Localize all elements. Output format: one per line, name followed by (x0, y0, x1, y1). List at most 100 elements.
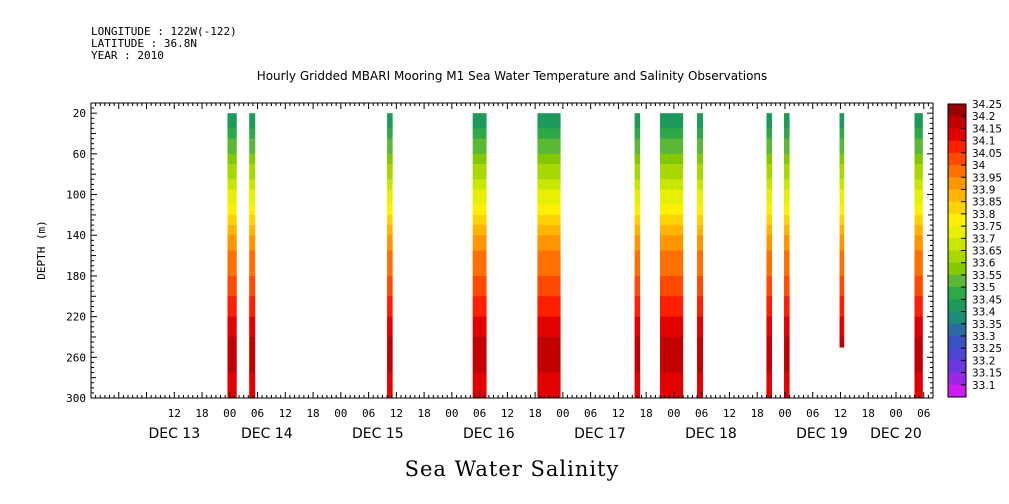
salinity-cell (537, 225, 561, 231)
salinity-cell (839, 270, 845, 277)
salinity-cell (660, 281, 684, 287)
salinity-cell (914, 301, 923, 307)
salinity-cell (697, 367, 704, 373)
salinity-cell (472, 189, 487, 195)
salinity-cell (387, 392, 393, 399)
salinity-cell (472, 214, 487, 221)
salinity-cell (784, 392, 790, 399)
salinity-cell (249, 367, 256, 373)
salinity-cell (537, 387, 561, 394)
salinity-cell (660, 133, 684, 140)
salinity-cell (660, 260, 684, 267)
salinity-cell (784, 377, 790, 384)
salinity-cell (227, 123, 237, 129)
salinity-cell (766, 357, 772, 363)
salinity-cell (634, 336, 641, 343)
salinity-cell (537, 316, 543, 323)
salinity-cell (634, 143, 641, 150)
colorbar-label: 34.05 (972, 148, 1002, 160)
salinity-cell (839, 296, 845, 302)
salinity-cell (660, 255, 684, 262)
salinity-cell (249, 209, 256, 216)
y-tick-label: 140 (66, 229, 86, 242)
salinity-cell (634, 291, 641, 297)
salinity-cell (634, 245, 641, 251)
colorbar-label: 33.7 (972, 233, 995, 245)
salinity-cell (766, 301, 772, 307)
salinity-cell (660, 158, 684, 165)
salinity-cell (537, 260, 543, 267)
salinity-cell (697, 219, 704, 226)
salinity-cell (914, 118, 923, 124)
salinity-cell (227, 250, 237, 256)
salinity-cell (697, 255, 704, 262)
salinity-cell (660, 230, 684, 236)
salinity-cell (784, 230, 790, 236)
salinity-cell (660, 199, 684, 206)
salinity-cell (472, 362, 487, 368)
colorbar-swatch (948, 299, 966, 312)
salinity-cell (697, 174, 704, 180)
salinity-cell (387, 387, 393, 394)
salinity-cell (660, 357, 684, 363)
salinity-cell (537, 286, 543, 292)
colorbar-label: 33.9 (972, 184, 995, 196)
salinity-cell (537, 286, 561, 292)
salinity-cell (766, 316, 772, 323)
salinity-cell (914, 148, 923, 155)
salinity-cell (537, 138, 561, 145)
salinity-cell (784, 158, 790, 165)
y-tick-label: 180 (66, 270, 86, 283)
salinity-cell (784, 204, 790, 211)
salinity-cell (537, 143, 561, 150)
salinity-cell (227, 377, 237, 384)
salinity-cell (249, 296, 256, 302)
salinity-cell (766, 138, 772, 145)
salinity-cell (634, 133, 641, 140)
salinity-cell (387, 250, 393, 256)
salinity-cell (784, 133, 790, 140)
latitude-label: LATITUDE : 36.8N (91, 37, 197, 50)
salinity-cell (914, 219, 923, 226)
salinity-cell (839, 326, 845, 333)
salinity-cell (784, 326, 790, 333)
salinity-cell (660, 225, 684, 231)
salinity-cell (697, 214, 704, 221)
salinity-cell (914, 133, 923, 140)
x-axis: 12 18 00 06 12 18 00 06 12 18 00 06 12 18 00 06 12 18 00 06… (90, 103, 934, 442)
colorbar-swatch (948, 360, 966, 373)
salinity-cell (697, 235, 704, 241)
salinity-cell (839, 209, 845, 216)
x-tick-label: 00 (556, 407, 569, 420)
salinity-cell (249, 352, 256, 358)
salinity-cell (839, 301, 845, 307)
salinity-cell (634, 153, 641, 160)
salinity-cell (766, 113, 772, 119)
colorbar-swatch (948, 348, 966, 361)
salinity-cell (784, 179, 790, 185)
salinity-cell (472, 255, 487, 262)
salinity-cell (660, 250, 684, 256)
salinity-cell (660, 270, 684, 277)
colorbar-swatch (948, 177, 966, 190)
salinity-cell (387, 377, 393, 384)
salinity-cell (634, 179, 641, 185)
salinity-cell (839, 199, 845, 206)
x-day-label: DEC 16 (463, 426, 515, 442)
salinity-cell (537, 382, 561, 389)
observation-column (914, 113, 923, 399)
salinity-cell (227, 245, 237, 251)
salinity-cell (914, 342, 923, 348)
observation-column (839, 113, 845, 348)
salinity-cell (227, 153, 237, 160)
salinity-cell (697, 153, 704, 160)
salinity-cell (660, 138, 684, 145)
x-tick-label: 12 (279, 407, 292, 420)
x-tick-label: 00 (334, 407, 347, 420)
salinity-cell (227, 306, 237, 312)
salinity-cell (839, 275, 845, 282)
salinity-cell (472, 291, 487, 297)
salinity-cell (249, 281, 256, 287)
salinity-cell (697, 260, 704, 267)
salinity-cell (660, 204, 684, 211)
